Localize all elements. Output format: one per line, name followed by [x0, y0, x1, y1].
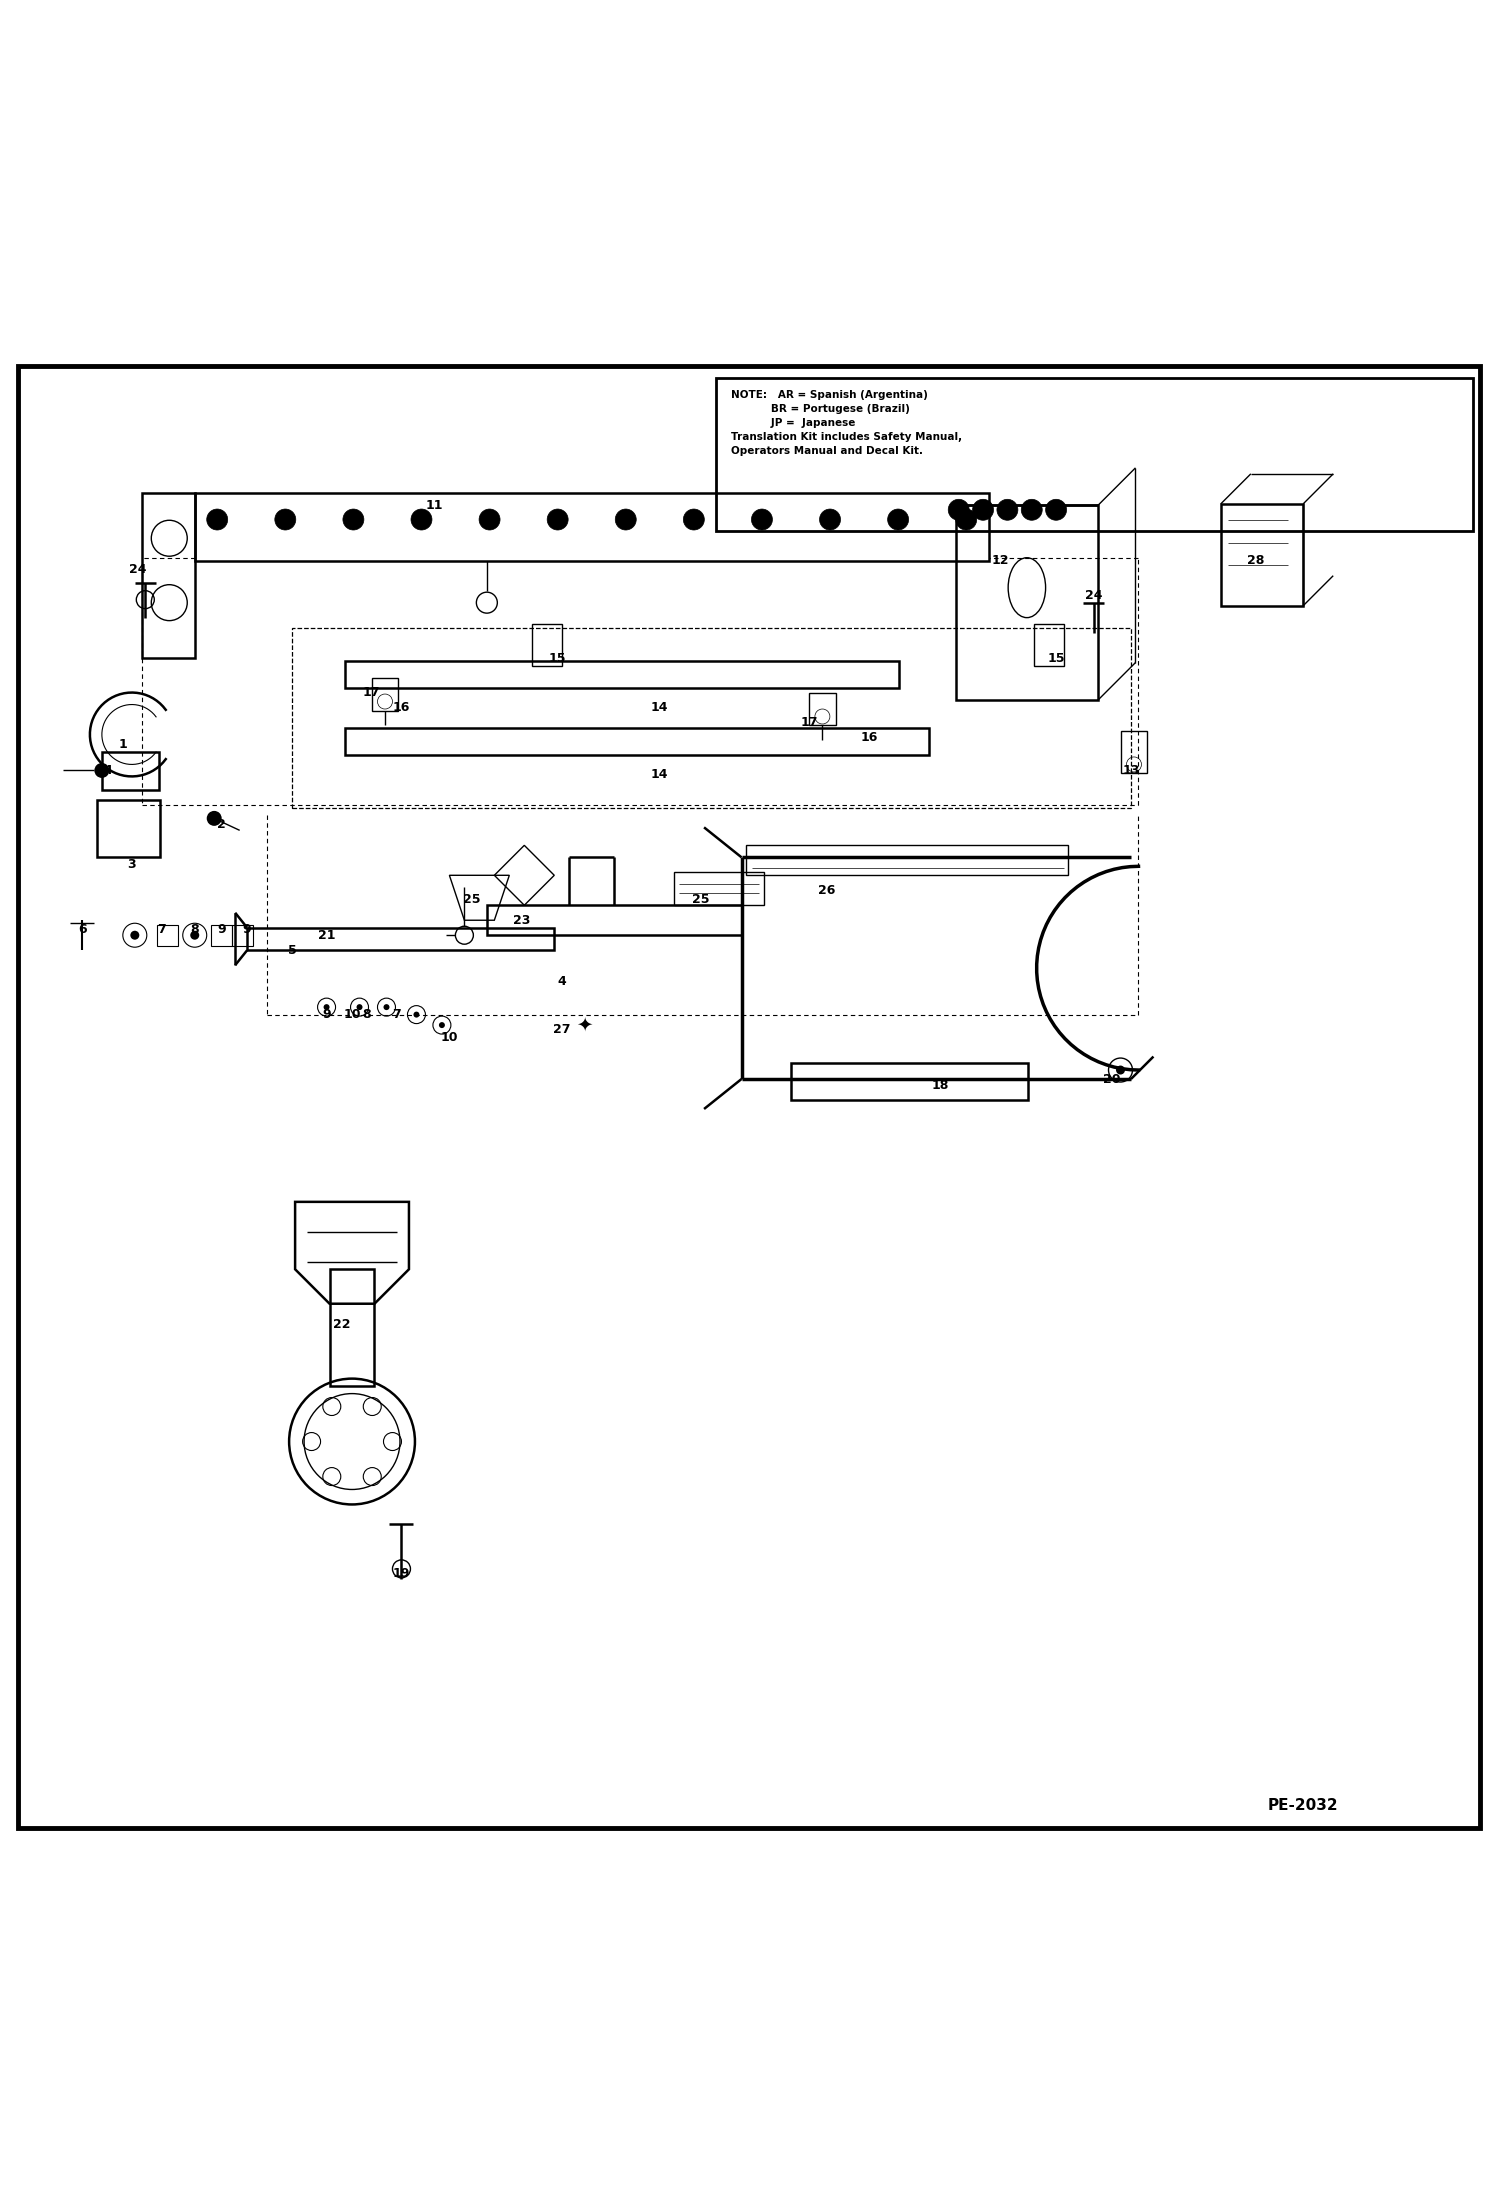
Bar — [1221, 505, 1303, 606]
Circle shape — [479, 509, 500, 531]
Circle shape — [819, 509, 840, 531]
Bar — [195, 494, 989, 562]
Text: 22: 22 — [333, 1319, 351, 1332]
Text: 16: 16 — [860, 731, 878, 744]
Text: 17: 17 — [800, 715, 818, 728]
Circle shape — [972, 500, 993, 520]
Bar — [232, 924, 253, 946]
Text: 11: 11 — [425, 498, 443, 511]
Text: 8: 8 — [190, 924, 199, 935]
Text: 13: 13 — [1122, 764, 1140, 777]
Circle shape — [324, 1005, 330, 1009]
Circle shape — [439, 1022, 445, 1029]
Text: 7: 7 — [157, 924, 166, 935]
Text: 26: 26 — [818, 884, 836, 897]
Circle shape — [998, 500, 1019, 520]
Circle shape — [94, 764, 109, 779]
Text: 6: 6 — [78, 924, 87, 935]
Text: 5: 5 — [288, 943, 297, 957]
Bar — [487, 906, 742, 935]
Bar — [791, 1062, 1028, 1099]
Text: 15: 15 — [1047, 652, 1065, 665]
Circle shape — [207, 812, 222, 825]
Text: 21: 21 — [318, 928, 336, 941]
Circle shape — [616, 509, 637, 531]
Text: 27: 27 — [553, 1022, 571, 1036]
Circle shape — [1116, 1066, 1125, 1075]
Circle shape — [683, 509, 704, 531]
Text: 14: 14 — [650, 702, 668, 713]
Text: 18: 18 — [932, 1079, 950, 1093]
Circle shape — [752, 509, 773, 531]
Text: 7: 7 — [392, 1007, 401, 1020]
Bar — [1034, 623, 1064, 665]
Text: 20: 20 — [1103, 1073, 1121, 1086]
Text: 25: 25 — [692, 893, 710, 906]
Circle shape — [956, 509, 977, 531]
Circle shape — [130, 930, 139, 939]
Text: 25: 25 — [463, 893, 481, 906]
Text: 24: 24 — [129, 564, 147, 577]
Bar — [532, 623, 562, 665]
Text: 1: 1 — [118, 739, 127, 753]
Circle shape — [888, 509, 909, 531]
Text: 19: 19 — [392, 1567, 410, 1580]
Bar — [345, 660, 899, 689]
Text: 4: 4 — [103, 764, 112, 777]
Text: 9: 9 — [322, 1007, 331, 1020]
Bar — [292, 627, 1131, 807]
Text: 10: 10 — [343, 1007, 361, 1020]
Text: PE-2032: PE-2032 — [1267, 1799, 1339, 1812]
Bar — [809, 693, 836, 726]
Text: ✦: ✦ — [577, 1016, 592, 1036]
Bar — [372, 678, 398, 711]
Bar — [142, 494, 195, 658]
Text: 10: 10 — [440, 1031, 458, 1044]
Text: 9: 9 — [217, 924, 226, 935]
Circle shape — [1022, 500, 1043, 520]
Bar — [746, 845, 1068, 875]
Text: 24: 24 — [1085, 588, 1103, 601]
Circle shape — [410, 509, 431, 531]
Circle shape — [547, 509, 568, 531]
Bar — [157, 924, 178, 946]
Bar — [674, 873, 764, 906]
Bar — [330, 1270, 374, 1387]
Bar — [1121, 731, 1147, 774]
Text: 28: 28 — [1246, 555, 1264, 568]
Text: 15: 15 — [548, 652, 566, 665]
Text: 4: 4 — [557, 974, 566, 987]
Circle shape — [1046, 500, 1067, 520]
Text: 14: 14 — [650, 768, 668, 781]
Bar — [956, 505, 1098, 700]
Bar — [211, 924, 232, 946]
Bar — [716, 377, 1473, 531]
Bar — [247, 928, 554, 950]
Text: 9: 9 — [243, 924, 252, 935]
Text: 17: 17 — [363, 687, 380, 700]
Text: NOTE:   AR = Spanish (Argentina)
           BR = Portugese (Brazil)
           J: NOTE: AR = Spanish (Argentina) BR = Port… — [731, 391, 962, 456]
Text: 12: 12 — [992, 555, 1010, 568]
Text: 3: 3 — [127, 858, 136, 871]
Circle shape — [274, 509, 295, 531]
Text: 8: 8 — [363, 1007, 372, 1020]
Circle shape — [383, 1005, 389, 1009]
Text: 16: 16 — [392, 702, 410, 713]
Circle shape — [343, 509, 364, 531]
Text: 2: 2 — [217, 818, 226, 832]
Bar — [102, 753, 159, 790]
Circle shape — [413, 1011, 419, 1018]
Circle shape — [948, 500, 969, 520]
Circle shape — [357, 1005, 363, 1009]
Circle shape — [207, 509, 228, 531]
Bar — [97, 801, 160, 858]
Bar — [345, 728, 929, 755]
Circle shape — [190, 930, 199, 939]
Text: 23: 23 — [512, 913, 530, 926]
